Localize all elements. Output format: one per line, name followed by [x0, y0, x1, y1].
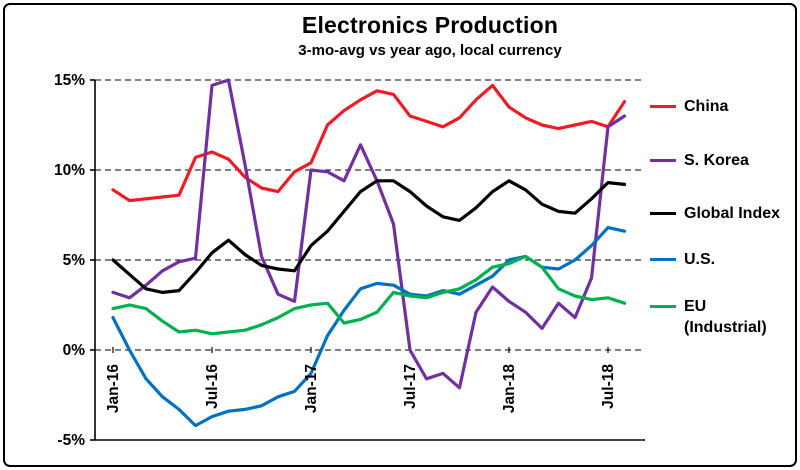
- legend-item-u-s: U.S.: [650, 249, 715, 270]
- x-tick-label: Jan-18: [501, 364, 518, 413]
- line-series-china: [111, 83, 627, 203]
- y-tick-label: 15%: [54, 72, 85, 89]
- legend-line-swatch-global-index: [650, 212, 676, 215]
- legend-item-china: China: [650, 96, 728, 117]
- legend-label-global-index: Global Index: [684, 205, 781, 222]
- legend-line-swatch-china: [650, 105, 676, 108]
- y-tick-label: 0%: [63, 342, 86, 359]
- chart-header: Electronics Production 3-mo-avg vs year …: [65, 12, 795, 59]
- chart-title: Electronics Production: [301, 12, 559, 38]
- legend-line-swatch-eu-industrial: [650, 305, 676, 308]
- legend-label-u-s: U.S.: [684, 251, 716, 268]
- y-tick-label: 5%: [63, 252, 86, 269]
- chart-legend: China S. Korea Global Index U.S. EU (Industr…: [650, 0, 798, 470]
- legend-item-s-korea: S. Korea: [650, 150, 749, 171]
- line-series-eu-industrial: [111, 254, 627, 336]
- legend-label-s-korea: S. Korea: [684, 152, 749, 169]
- y-tick-label: 10%: [54, 162, 85, 179]
- x-tick-label: Jul-18: [600, 364, 617, 409]
- line-series-u-s: [111, 226, 627, 428]
- chart-subtitle: 3-mo-avg vs year ago, local currency: [298, 42, 562, 59]
- legend-item-global-index: Global Index: [650, 203, 780, 224]
- x-tick-label: Jan-17: [303, 364, 320, 413]
- legend-item-eu-industrial: EU (Industrial): [650, 296, 767, 338]
- x-tick-label: Jan-16: [105, 364, 122, 413]
- legend-label-eu-industrial: EU (Industrial): [684, 298, 767, 336]
- legend-label-china: China: [684, 98, 729, 115]
- legend-line-swatch-u-s: [650, 258, 676, 261]
- x-tick-label: Jul-17: [402, 364, 419, 409]
- x-tick-label: Jul-16: [204, 364, 221, 409]
- legend-line-swatch-s-korea: [650, 159, 676, 162]
- y-tick-label: -5%: [57, 432, 85, 449]
- line-series-s-korea: [111, 78, 627, 390]
- line-series-global-index: [111, 179, 627, 294]
